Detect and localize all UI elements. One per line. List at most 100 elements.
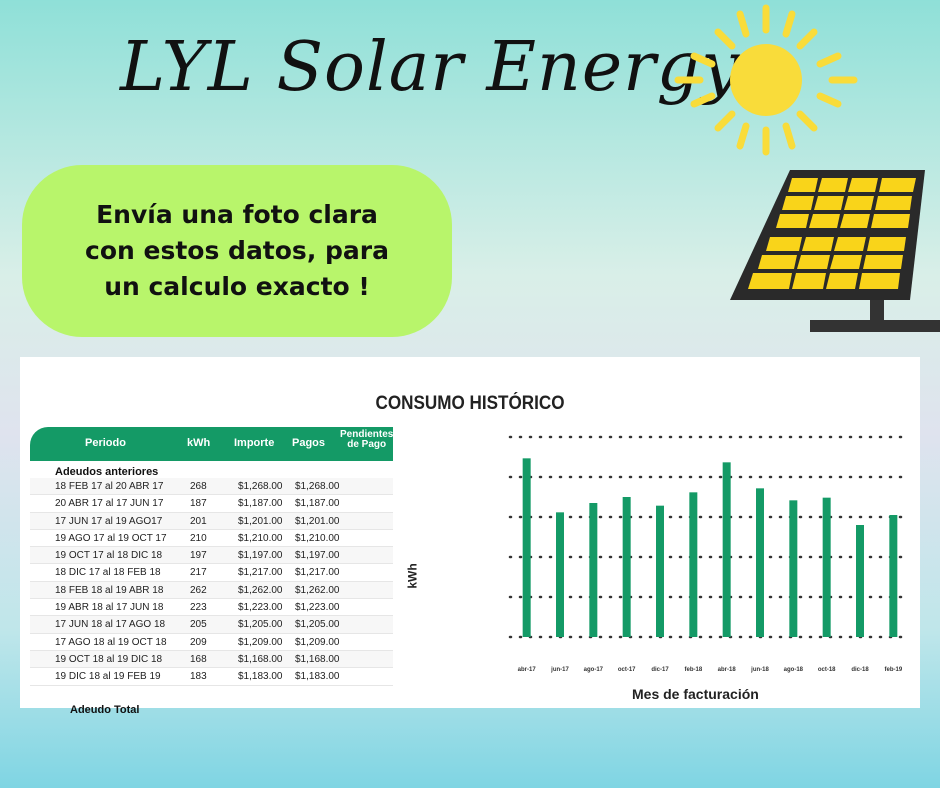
- cell-periodo: 19 DIC 18 al 19 FEB 19: [55, 671, 161, 683]
- cell-periodo: 18 FEB 17 al 20 ABR 17: [55, 481, 164, 492]
- header-periodo: Periodo: [85, 437, 126, 449]
- table-row: 17 JUN 17 al 19 AGO17 201 $1,201.00 $1,201.…: [30, 512, 393, 530]
- solar-panel-icon: [730, 170, 940, 332]
- tick-label: feb-18: [684, 667, 702, 673]
- bar-oct-17: [622, 497, 631, 637]
- cell-pagos: $1,197.00: [295, 550, 340, 562]
- bar-dic-17: [656, 505, 664, 637]
- cell-importe: $1,187.00: [238, 498, 283, 510]
- tick-label: dic-17: [651, 667, 669, 673]
- cell-kwh: 209: [190, 636, 207, 648]
- x-axis-label: Mes de facturación: [632, 686, 759, 702]
- table-rows: 18 FEB 17 al 20 ABR 17 268 $1,268.00 $1,268…: [30, 478, 393, 686]
- cell-kwh: 201: [190, 515, 207, 527]
- tick-label: feb-19: [884, 667, 902, 673]
- table-row: 19 AGO 17 al 19 OCT 17 210 $1,210.00 $1,210…: [30, 530, 393, 548]
- cell-periodo: 19 OCT 17 al 18 DIC 18: [55, 550, 163, 562]
- cell-pagos: $1,262.00: [295, 584, 340, 596]
- brand-title: LYL Solar Energy: [120, 28, 741, 107]
- cell-kwh: 205: [190, 619, 207, 631]
- cell-kwh: 210: [190, 532, 207, 544]
- instruction-bubble: Envía una foto clara con estos datos, pa…: [22, 165, 452, 337]
- cell-kwh: 168: [190, 653, 207, 665]
- cell-importe: $1,201.00: [238, 515, 283, 527]
- cell-pagos: $1,268.00: [295, 481, 340, 492]
- cell-importe: $1,210.00: [238, 532, 283, 544]
- cell-pagos: $1,223.00: [295, 602, 340, 614]
- cell-periodo: 18 DIC 17 al 18 FEB 18: [55, 567, 161, 579]
- cell-kwh: 197: [190, 550, 207, 562]
- cell-importe: $1,168.00: [238, 653, 283, 665]
- bar-ago-18: [789, 500, 798, 637]
- tick-label: jun-18: [750, 667, 769, 673]
- tick-label: jun-17: [550, 667, 569, 673]
- cell-periodo: 18 FEB 18 al 19 ABR 18: [55, 584, 164, 596]
- cell-kwh: 183: [190, 671, 207, 683]
- cell-periodo: 17 JUN 18 al 17 AGO 18: [55, 619, 166, 631]
- cell-importe: $1,209.00: [238, 636, 283, 648]
- cell-kwh: 268: [190, 481, 207, 492]
- cell-periodo: 17 JUN 17 al 19 AGO17: [55, 515, 163, 527]
- table-subheader: Adeudos anteriores: [55, 466, 159, 478]
- tick-label: ago-18: [784, 667, 804, 673]
- cell-kwh: 223: [190, 602, 207, 614]
- header-pendientes: Pendientes de Pago: [340, 429, 394, 450]
- table-row: 17 JUN 18 al 17 AGO 18 205 $1,205.00 $1,205…: [30, 616, 393, 634]
- cell-periodo: 19 OCT 18 al 19 DIC 18: [55, 653, 163, 665]
- bar-abr-17: [522, 458, 531, 637]
- cell-kwh: 187: [190, 498, 207, 510]
- tick-label: abr-17: [518, 667, 537, 673]
- history-table: Periodo kWh Importe Pagos Pendientes de …: [30, 427, 393, 716]
- bar-jun-17: [556, 512, 564, 637]
- table-row: 18 FEB 18 al 19 ABR 18 262 $1,262.00 $1,262…: [30, 581, 393, 600]
- cell-importe: $1,262.00: [238, 584, 283, 596]
- table-row: 17 AGO 18 al 19 OCT 18 209 $1,209.00 $1,209…: [30, 634, 393, 651]
- cell-pagos: $1,183.00: [295, 671, 340, 683]
- table-row: 19 OCT 17 al 18 DIC 18 197 $1,197.00 $1,197…: [30, 547, 393, 565]
- header-importe: Importe: [234, 437, 275, 449]
- cell-periodo: 19 AGO 17 al 19 OCT 17: [55, 532, 167, 544]
- cell-pagos: $1,168.00: [295, 653, 340, 665]
- cell-pagos: $1,201.00: [295, 515, 340, 527]
- cell-pagos: $1,217.00: [295, 567, 340, 579]
- bar-ago-17: [589, 503, 598, 637]
- sun-icon: [674, 4, 858, 156]
- cell-importe: $1,183.00: [238, 671, 283, 683]
- bar-feb-18: [689, 492, 698, 637]
- cell-periodo: 19 ABR 18 al 17 JUN 18: [55, 602, 164, 614]
- tick-label: dic-18: [851, 667, 869, 673]
- tick-label: oct-18: [818, 667, 836, 673]
- table-row: 18 DIC 17 al 18 FEB 18 217 $1,217.00 $1,217…: [30, 564, 393, 582]
- table-row: 19 DIC 18 al 19 FEB 19 183 $1,183.00 $1,183…: [30, 668, 393, 686]
- tick-label: abr-18: [718, 667, 737, 673]
- header-kwh: kWh: [187, 437, 211, 449]
- table-row: 18 FEB 17 al 20 ABR 17 268 $1,268.00 $1,268…: [30, 478, 393, 496]
- bar-oct-18: [822, 497, 831, 637]
- bar-dic-18: [856, 525, 864, 637]
- total-label: Adeudo Total: [70, 703, 140, 716]
- table-header: Periodo kWh Importe Pagos Pendientes de …: [30, 427, 393, 461]
- cell-pagos: $1,187.00: [295, 498, 340, 510]
- tick-label: ago-17: [584, 667, 604, 673]
- cell-periodo: 20 ABR 17 al 17 JUN 17: [55, 498, 164, 510]
- bill-history-card: CONSUMO HISTÓRICO Periodo kWh Importe Pa…: [20, 357, 920, 716]
- consumption-chart: abr-17 jun-17 ago-17 oct-17 dic-17 feb-18 abr-…: [508, 435, 912, 673]
- card-title: CONSUMO HISTÓRICO: [375, 393, 565, 414]
- cell-pagos: $1,209.00: [295, 636, 340, 648]
- cell-importe: $1,268.00: [238, 481, 283, 492]
- y-axis-label: kWh: [405, 563, 420, 589]
- cell-importe: $1,223.00: [238, 602, 283, 614]
- bar-feb-19: [889, 515, 898, 637]
- bar-jun-18: [756, 488, 764, 637]
- bar-abr-18: [722, 462, 731, 637]
- tick-label: oct-17: [618, 667, 636, 673]
- table-row: 20 ABR 17 al 17 JUN 17 187 $1,187.00 $1,187…: [30, 495, 393, 513]
- table-row: 19 OCT 18 al 19 DIC 18 168 $1,168.00 $1,168…: [30, 650, 393, 669]
- cell-kwh: 217: [190, 567, 207, 579]
- cell-importe: $1,217.00: [238, 567, 283, 579]
- cell-kwh: 262: [190, 584, 207, 596]
- header-pagos: Pagos: [292, 437, 326, 449]
- cell-periodo: 17 AGO 18 al 19 OCT 18: [55, 636, 167, 648]
- cell-importe: $1,205.00: [238, 619, 283, 631]
- table-row: 19 ABR 18 al 17 JUN 18 223 $1,223.00 $1,223…: [30, 599, 393, 617]
